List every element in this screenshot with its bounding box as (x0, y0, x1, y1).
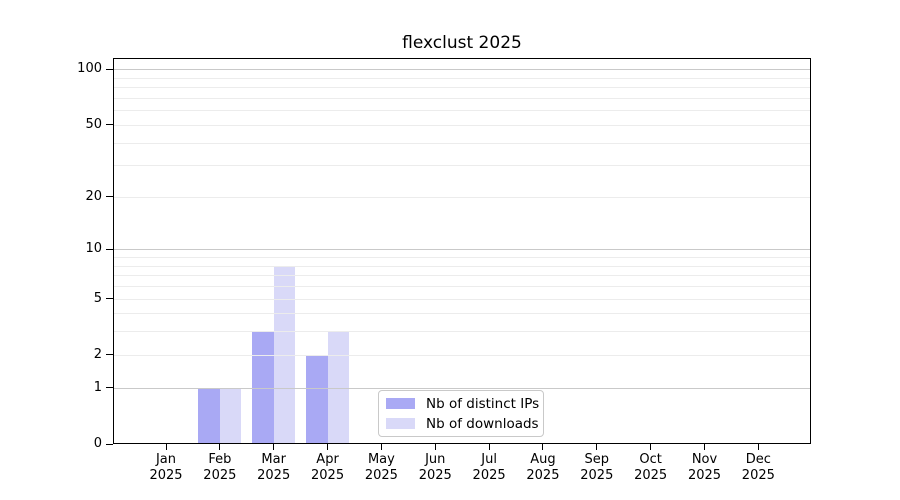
x-tick-mark (596, 444, 598, 450)
y-tick-label: 1 (93, 379, 102, 395)
x-tick-mark (327, 444, 329, 450)
x-tick-label-year: 2025 (203, 467, 237, 483)
bar-feb-downloads (219, 387, 242, 444)
x-tick-mark (219, 444, 221, 450)
y-tick-label: 0 (93, 436, 102, 451)
y-tick-label: 50 (85, 116, 102, 132)
x-tick-label-year: 2025 (580, 467, 614, 483)
gridline-major (114, 387, 810, 389)
legend-label-downloads: Nb of downloads (426, 415, 539, 432)
gridline-minor (114, 124, 810, 126)
bar-apr-downloads (327, 331, 350, 444)
legend-entry-distinct-ips: Nb of distinct IPs (386, 397, 543, 411)
plot-area (113, 58, 811, 444)
x-tick-label-month: May (367, 452, 395, 467)
x-tick-label: Sep 2025 (569, 452, 625, 483)
gridline-minor (114, 331, 810, 333)
x-tick-label-year: 2025 (741, 467, 775, 483)
gridline-minor (114, 275, 810, 277)
legend-label-distinct-ips: Nb of distinct IPs (426, 395, 540, 412)
legend-entry-downloads: Nb of downloads (386, 417, 543, 431)
x-tick-mark (488, 444, 490, 450)
x-tick-mark (434, 444, 436, 450)
y-tick-label: 2 (93, 346, 102, 362)
x-tick-label: Feb 2025 (192, 452, 248, 483)
legend: Nb of distinct IPs Nb of downloads (378, 390, 544, 437)
bar-mar-distinct-ips (252, 331, 274, 444)
gridline-minor (114, 196, 810, 198)
x-tick-label-month: Jul (481, 452, 497, 467)
y-tick-mark (106, 248, 113, 250)
y-tick-mark (106, 124, 113, 126)
legend-swatch-distinct-ips (386, 398, 415, 409)
x-tick-label: Aug 2025 (515, 452, 571, 483)
chart-title: flexclust 2025 (402, 33, 522, 53)
gridline-major (114, 69, 810, 71)
x-tick-label-year: 2025 (687, 467, 722, 483)
y-tick-mark (106, 443, 113, 445)
x-tick-label: Apr 2025 (300, 452, 356, 483)
y-tick-mark (106, 196, 113, 198)
x-tick-label: Mar 2025 (246, 452, 302, 483)
x-tick-label: Dec 2025 (730, 452, 786, 483)
x-tick-mark (273, 444, 275, 450)
y-tick-label: 20 (85, 188, 102, 204)
y-tick-mark (106, 387, 113, 389)
x-tick-label-month: Jun (425, 452, 446, 467)
gridline-minor (114, 257, 810, 259)
y-tick-mark (106, 68, 113, 70)
gridline-minor (114, 354, 810, 356)
gridline-minor (114, 77, 810, 79)
x-tick-mark (380, 444, 382, 450)
x-tick-label-year: 2025 (149, 467, 183, 483)
x-tick-label-month: Aug (530, 452, 556, 467)
x-tick-label-year: 2025 (526, 467, 560, 483)
gridline-minor (114, 98, 810, 99)
x-tick-label-month: Apr (316, 452, 339, 467)
gridline-minor (114, 87, 810, 89)
x-tick-label: Oct 2025 (623, 452, 679, 483)
x-tick-label: Nov 2025 (677, 452, 733, 483)
x-tick-mark (650, 444, 652, 450)
y-tick-mark (106, 354, 113, 356)
bar-apr-distinct-ips (306, 354, 328, 444)
x-tick-label-year: 2025 (634, 467, 668, 483)
x-tick-label-month: Dec (745, 452, 771, 467)
x-tick-label-month: Oct (639, 452, 662, 467)
x-tick-label-month: Jan (155, 452, 177, 467)
x-tick-mark (542, 444, 544, 450)
x-tick-label-month: Sep (584, 452, 610, 467)
x-tick-label-year: 2025 (311, 467, 345, 483)
x-tick-label-year: 2025 (257, 467, 291, 483)
x-tick-mark (704, 444, 705, 450)
gridline-minor (114, 313, 810, 315)
x-tick-label-month: Mar (261, 452, 286, 467)
gridline-minor (114, 142, 810, 144)
gridline-minor (114, 286, 810, 288)
x-tick-label-year: 2025 (418, 467, 452, 483)
gridline-minor (114, 265, 810, 267)
y-tick-label: 10 (85, 241, 102, 257)
x-tick-label: Jan 2025 (138, 452, 194, 483)
x-tick-mark (757, 444, 759, 450)
x-tick-label: Jun 2025 (407, 452, 463, 483)
gridline-minor (114, 298, 810, 300)
x-tick-label-month: Feb (208, 452, 232, 467)
gridline-major (114, 249, 810, 251)
x-tick-label: May 2025 (353, 452, 409, 483)
bar-mar-downloads (273, 265, 296, 444)
legend-swatch-downloads (386, 418, 415, 429)
gridline-minor (114, 165, 810, 167)
y-tick-mark (106, 298, 113, 300)
gridline-minor (114, 110, 810, 112)
x-tick-label-year: 2025 (364, 467, 398, 483)
x-tick-label: Jul 2025 (461, 452, 517, 483)
bar-feb-distinct-ips (198, 387, 220, 444)
y-tick-label: 5 (93, 290, 102, 306)
x-tick-label-year: 2025 (472, 467, 506, 483)
x-tick-mark (165, 444, 167, 450)
x-tick-label-month: Nov (691, 452, 718, 467)
y-tick-label: 100 (77, 61, 102, 77)
